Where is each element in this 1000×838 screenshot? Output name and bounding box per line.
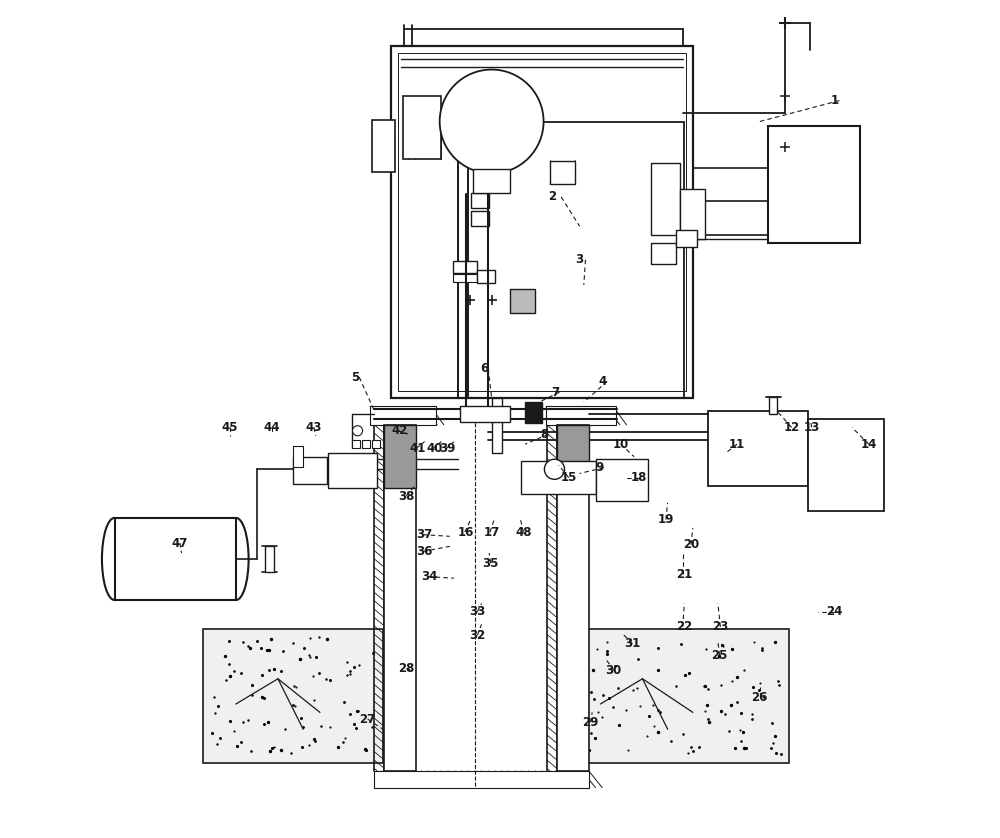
- Text: 41: 41: [409, 442, 426, 455]
- Bar: [391, 46, 693, 398]
- Text: 28: 28: [398, 662, 414, 675]
- Bar: [293, 446, 303, 467]
- Text: 33: 33: [469, 605, 485, 618]
- Bar: [403, 96, 441, 159]
- Text: 40: 40: [426, 442, 443, 455]
- Bar: [680, 189, 705, 239]
- Bar: [372, 440, 380, 448]
- Text: 9: 9: [596, 461, 604, 474]
- Bar: [398, 53, 686, 391]
- Bar: [651, 163, 680, 235]
- Text: 23: 23: [712, 620, 728, 634]
- Bar: [384, 425, 416, 488]
- Text: 10: 10: [612, 437, 629, 451]
- Text: 1: 1: [831, 94, 839, 107]
- Text: 21: 21: [676, 567, 692, 581]
- Text: 36: 36: [416, 545, 433, 558]
- Text: 43: 43: [306, 421, 322, 434]
- Text: 15: 15: [560, 471, 577, 484]
- Text: 45: 45: [222, 421, 238, 434]
- Bar: [651, 243, 676, 264]
- Bar: [471, 193, 489, 208]
- Bar: [769, 397, 777, 414]
- Text: 29: 29: [582, 716, 598, 729]
- Bar: [596, 459, 648, 501]
- Text: 18: 18: [631, 471, 647, 484]
- Text: 20: 20: [683, 538, 699, 551]
- Bar: [384, 425, 416, 771]
- Text: 32: 32: [469, 628, 485, 642]
- Bar: [708, 411, 808, 486]
- Text: 24: 24: [826, 605, 842, 618]
- Text: 19: 19: [658, 513, 674, 526]
- Circle shape: [544, 459, 565, 479]
- Bar: [525, 402, 542, 423]
- Bar: [477, 270, 495, 283]
- Bar: [460, 406, 510, 422]
- Bar: [374, 771, 589, 788]
- Text: 5: 5: [351, 370, 359, 384]
- Bar: [473, 169, 510, 193]
- Bar: [372, 120, 395, 172]
- Bar: [676, 230, 697, 247]
- Bar: [362, 440, 370, 448]
- Bar: [521, 461, 596, 494]
- Text: 42: 42: [391, 424, 407, 437]
- Text: 13: 13: [803, 421, 820, 434]
- Text: 39: 39: [440, 442, 456, 455]
- Text: 35: 35: [482, 556, 499, 570]
- Bar: [453, 274, 477, 282]
- Text: 25: 25: [711, 649, 728, 662]
- Text: 30: 30: [606, 664, 622, 677]
- Text: 8: 8: [540, 427, 548, 441]
- Bar: [265, 546, 274, 572]
- Bar: [370, 406, 436, 425]
- Bar: [575, 628, 789, 763]
- Text: 37: 37: [416, 528, 432, 541]
- Bar: [293, 457, 327, 484]
- Bar: [557, 425, 589, 488]
- Text: 2: 2: [549, 190, 557, 204]
- Text: 17: 17: [483, 525, 499, 539]
- Bar: [471, 211, 489, 226]
- Text: 3: 3: [575, 253, 584, 266]
- Bar: [203, 628, 383, 763]
- Text: 7: 7: [551, 385, 559, 399]
- Bar: [115, 518, 236, 600]
- Bar: [510, 289, 535, 313]
- Text: 4: 4: [599, 375, 607, 388]
- Bar: [550, 161, 575, 184]
- Bar: [557, 425, 589, 771]
- Text: 16: 16: [458, 525, 474, 539]
- Text: 34: 34: [421, 570, 438, 583]
- Bar: [768, 126, 860, 243]
- Circle shape: [440, 70, 544, 173]
- Text: 44: 44: [264, 421, 280, 434]
- Text: 14: 14: [860, 437, 877, 451]
- Text: 26: 26: [751, 691, 768, 704]
- Text: 31: 31: [624, 637, 640, 650]
- Bar: [546, 406, 616, 425]
- Text: 38: 38: [398, 489, 414, 503]
- Bar: [453, 261, 477, 273]
- Text: 48: 48: [515, 525, 532, 539]
- Text: 22: 22: [676, 620, 692, 634]
- Text: 47: 47: [172, 536, 188, 550]
- Text: 27: 27: [359, 712, 375, 726]
- Text: 12: 12: [783, 421, 799, 434]
- Text: 11: 11: [729, 437, 745, 451]
- Bar: [492, 398, 502, 453]
- Bar: [808, 419, 884, 511]
- Text: 6: 6: [480, 362, 488, 375]
- Bar: [328, 453, 377, 488]
- Circle shape: [353, 426, 363, 436]
- Bar: [352, 440, 360, 448]
